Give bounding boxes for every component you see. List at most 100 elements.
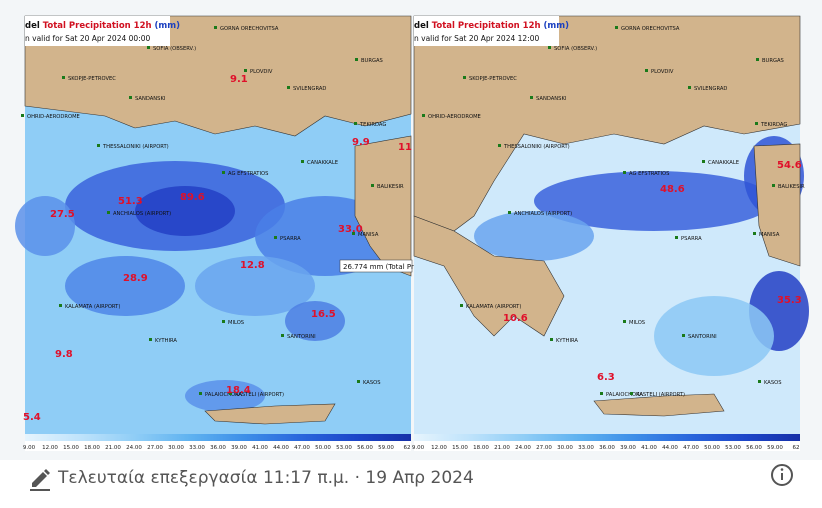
precip-value: 12.8 — [240, 260, 265, 271]
station-marker — [222, 171, 225, 174]
colorbar-label: 39.00 — [231, 445, 247, 451]
station-marker — [149, 338, 152, 341]
station-marker — [352, 232, 355, 235]
station-label: SKOPJE-PETROVEC — [469, 76, 517, 82]
colorbar — [25, 434, 411, 441]
station-marker — [498, 144, 501, 147]
station-marker — [107, 211, 110, 214]
station-label: BURGAS — [361, 58, 383, 64]
station-label: PLOVDIV — [651, 69, 674, 75]
station-marker — [281, 334, 284, 337]
station-marker — [147, 46, 150, 49]
precip-value: 9.8 — [55, 349, 73, 360]
colorbar-label-bg — [414, 441, 800, 451]
map: GORNA ORECHOVITSA SOFIA (OBSERV.) SKOPJE-P… — [15, 15, 414, 451]
station-label: MILOS — [228, 320, 244, 326]
precip-area — [65, 256, 185, 316]
colorbar-label: 59.00 — [378, 445, 394, 451]
station-marker — [463, 76, 466, 79]
colorbar-label: 56.00 — [357, 445, 373, 451]
station-marker — [354, 122, 357, 125]
colorbar-label-bg — [25, 441, 411, 451]
station-marker — [301, 160, 304, 163]
edit-icon — [30, 469, 50, 491]
precip-value: 10.6 — [503, 313, 528, 324]
title-main: Total Precipitation 12h — [432, 21, 541, 31]
station-label: SANTORINI — [688, 334, 717, 340]
colorbar-label: 24.00 — [515, 445, 531, 451]
colorbar-label: 9.00 — [412, 445, 425, 451]
station-label: THESSALONIKI (AIRPORT) — [102, 144, 169, 150]
station-label: KALAMATA (AIRPORT) — [65, 304, 120, 310]
precip-value: 16.5 — [311, 309, 336, 320]
station-label: ANCHIALOS (AIRPORT) — [113, 211, 171, 217]
colorbar-label: 62 — [404, 445, 411, 451]
valid-time: n valid for Sat 20 Apr 2024 00:00 — [25, 34, 150, 43]
station-marker — [550, 338, 553, 341]
colorbar-label: 33.00 — [189, 445, 205, 451]
precip-value: 33.0 — [338, 224, 363, 235]
station-label: AG EFSTRATIOS — [629, 171, 669, 177]
map: GORNA ORECHOVITSA SOFIA (OBSERV.) SKOPJE-P… — [412, 15, 809, 451]
colorbar-label: 41.00 — [252, 445, 268, 451]
station-label: CANAKKALE — [708, 160, 739, 166]
station-label: SKOPJE-PETROVEC — [68, 76, 116, 82]
station-label: BALIKESIR — [778, 184, 805, 190]
colorbar-label: 41.00 — [641, 445, 657, 451]
station-label: SVILENGRAD — [694, 86, 727, 92]
title-main: Total Precipitation 12h — [43, 21, 152, 31]
colorbar-label: 59.00 — [767, 445, 783, 451]
precip-value: 51.3 — [118, 196, 143, 207]
title-prefix: del — [414, 21, 432, 31]
colorbar-label: 50.00 — [704, 445, 720, 451]
precip-area — [135, 186, 235, 236]
colorbar-label: 47.00 — [294, 445, 310, 451]
station-marker — [753, 232, 756, 235]
station-marker — [758, 380, 761, 383]
station-label: PSARRA — [280, 236, 301, 242]
precip-value: 11 — [398, 142, 412, 153]
station-marker — [129, 96, 132, 99]
title-box — [414, 16, 559, 46]
map-title: del Total Precipitation 12h (mm) — [414, 21, 569, 31]
colorbar-label: 39.00 — [620, 445, 636, 451]
station-marker — [772, 184, 775, 187]
station-label: GORNA ORECHOVITSA — [621, 26, 680, 32]
precip-value: 28.9 — [123, 273, 148, 284]
precip-value: 89.6 — [180, 192, 205, 203]
colorbar-label: 12.00 — [42, 445, 58, 451]
station-marker — [702, 160, 705, 163]
precip-area — [285, 301, 345, 341]
colorbar-label: 56.00 — [746, 445, 762, 451]
station-marker — [357, 380, 360, 383]
station-marker — [199, 392, 202, 395]
colorbar-label: 62 — [793, 445, 800, 451]
title-prefix: del — [25, 21, 43, 31]
station-marker — [422, 114, 425, 117]
precip-value: 54.6 — [777, 160, 802, 171]
station-label: SOFIA (OBSERV.) — [554, 46, 597, 52]
precip-value: 9.9 — [352, 137, 370, 148]
station-marker — [755, 122, 758, 125]
station-label: CANAKKALE — [307, 160, 338, 166]
precip-value: 27.5 — [50, 209, 75, 220]
precip-value: 48.6 — [660, 184, 685, 195]
info-icon[interactable] — [771, 464, 793, 486]
tooltip: 26.774 mm (Total Pr — [343, 263, 414, 271]
precip-value: 5.4 — [23, 412, 41, 423]
station-marker — [530, 96, 533, 99]
colorbar-label: 15.00 — [63, 445, 79, 451]
station-marker — [21, 114, 24, 117]
colorbar-label: 50.00 — [315, 445, 331, 451]
precip-value: 35.3 — [777, 295, 802, 306]
station-label: OHRID-AERODROME — [428, 114, 481, 120]
station-marker — [62, 76, 65, 79]
station-marker — [623, 320, 626, 323]
station-marker — [615, 26, 618, 29]
colorbar-label: 18.00 — [473, 445, 489, 451]
title-unit: (mm) — [544, 21, 570, 31]
colorbar-label: 53.00 — [725, 445, 741, 451]
station-marker — [460, 304, 463, 307]
